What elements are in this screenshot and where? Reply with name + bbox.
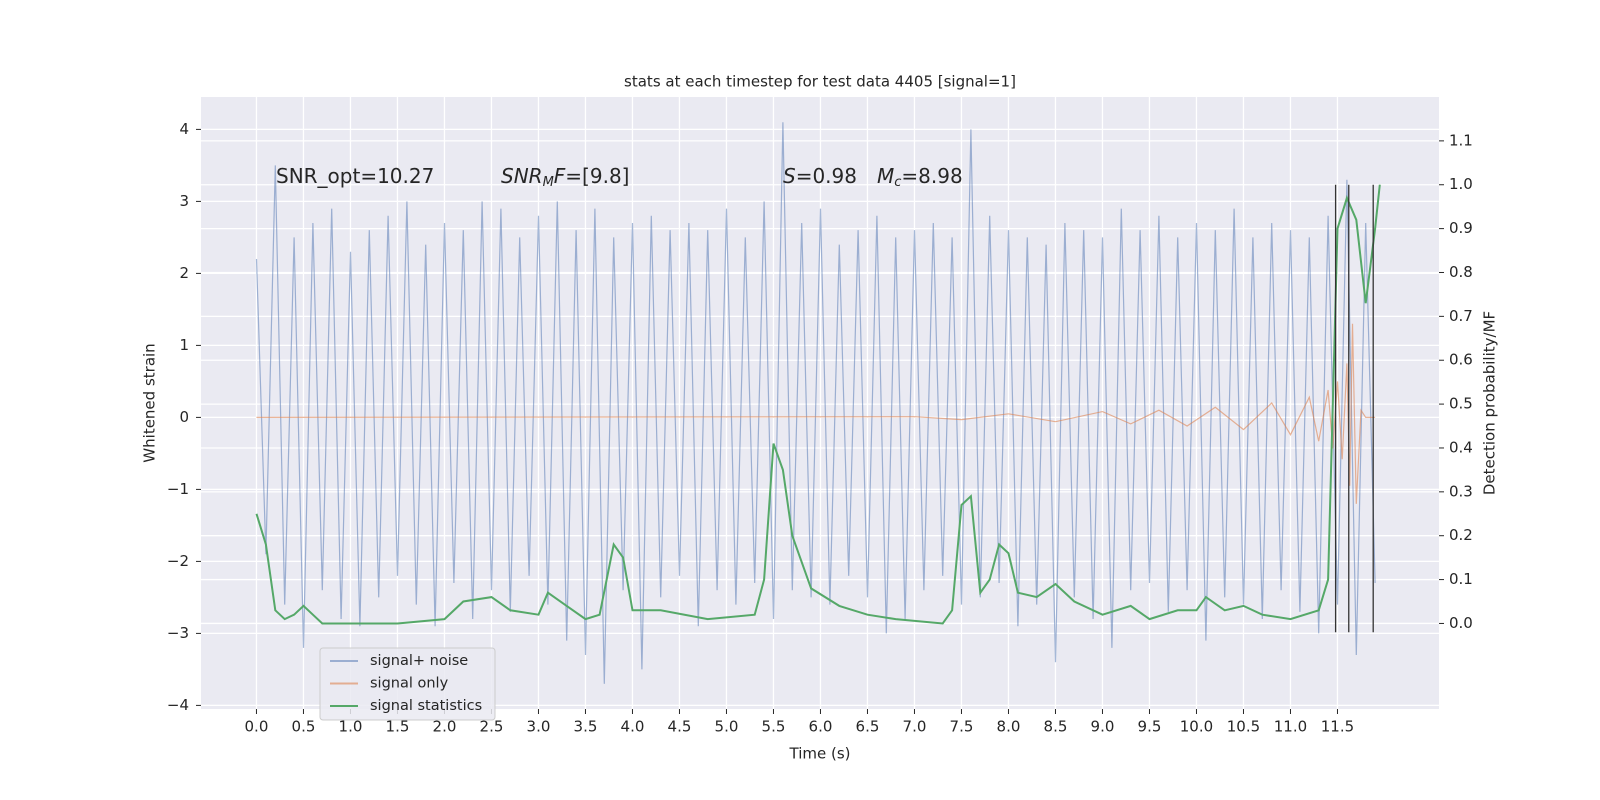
annotation-part: c — [894, 175, 901, 190]
series-line — [255, 122, 1376, 684]
annotation-part: M — [877, 164, 894, 188]
y2-tick-label: 0.6 — [1449, 351, 1473, 369]
x-tick-label: 1.5 — [386, 718, 410, 736]
legend-label: signal only — [370, 676, 449, 692]
x-tick-label: 7.0 — [903, 718, 927, 736]
legend-box — [319, 647, 496, 721]
y-tick-label: −3 — [167, 624, 189, 642]
y2-tick-label: 0.2 — [1449, 526, 1473, 544]
y-tick-label: 3 — [179, 192, 189, 210]
x-tick-label: 6.5 — [856, 718, 880, 736]
x-tick-label: 6.0 — [809, 718, 833, 736]
series-line — [255, 184, 1381, 625]
annotation-part: =[9.8] — [565, 164, 629, 188]
x-tick-label: 11.5 — [1321, 718, 1354, 736]
annotation-part: SNR_opt=10.27 — [276, 164, 434, 188]
y2-tick-label: 1.0 — [1449, 175, 1473, 193]
x-tick-label: 11.0 — [1274, 718, 1307, 736]
y-tick-label: 2 — [179, 264, 189, 282]
y2-tick-label: 1.1 — [1449, 131, 1473, 149]
x-tick-label: 10.0 — [1180, 718, 1213, 736]
annotation-part: =0.98 — [796, 164, 857, 188]
annotation-part: S — [783, 164, 796, 188]
y2-tick-label: 0.3 — [1449, 482, 1473, 500]
y-tick-label: −1 — [167, 480, 189, 498]
annotation: SNRMF=[9.8] — [501, 164, 629, 190]
y2-tick-label: 0.4 — [1449, 438, 1473, 456]
y2-tick-label: 0.0 — [1449, 614, 1473, 632]
x-tick-label: 3.0 — [527, 718, 551, 736]
annotation: S=0.98 — [783, 164, 857, 188]
legend-label: signal statistics — [370, 698, 482, 714]
x-tick-label: 8.0 — [997, 718, 1021, 736]
annotation-part: F — [554, 164, 566, 188]
series-line — [256, 323, 1376, 504]
x-tick-label: 0.0 — [245, 718, 269, 736]
x-tick-label: 0.5 — [292, 718, 316, 736]
x-tick-label: 2.0 — [433, 718, 457, 736]
annotation: SNR_opt=10.27 — [276, 164, 434, 188]
x-tick-label: 4.5 — [668, 718, 692, 736]
annotation: Mc=8.98 — [877, 164, 963, 190]
y2-tick-label: 0.9 — [1449, 219, 1473, 237]
y-axis-label: Whitened strain — [141, 343, 159, 462]
annotation-part: =8.98 — [901, 164, 962, 188]
legend-label: signal+ noise — [370, 653, 468, 669]
y2-tick-label: 0.7 — [1449, 307, 1473, 325]
y-tick-label: 0 — [179, 408, 189, 426]
chart-title: stats at each timestep for test data 440… — [624, 73, 1016, 91]
x-tick-label: 5.0 — [715, 718, 739, 736]
y2-tick-label: 0.5 — [1449, 395, 1473, 413]
x-tick-label: 1.0 — [339, 718, 363, 736]
y-tick-label: −4 — [167, 696, 189, 714]
x-tick-label: 10.5 — [1227, 718, 1260, 736]
annotation-part: SNR — [501, 164, 543, 188]
x-tick-label: 4.0 — [621, 718, 645, 736]
y-tick-label: 1 — [179, 336, 189, 354]
y2-tick-label: 0.8 — [1449, 263, 1473, 281]
x-tick-label: 5.5 — [762, 718, 786, 736]
x-tick-label: 9.0 — [1091, 718, 1115, 736]
x-tick-label: 2.5 — [480, 718, 504, 736]
x-tick-label: 8.5 — [1044, 718, 1068, 736]
y2-axis-label: Detection probability/MF — [1481, 311, 1499, 495]
x-tick-label: 7.5 — [950, 718, 974, 736]
y2-tick-label: 0.1 — [1449, 570, 1473, 588]
x-tick-label: 3.5 — [574, 718, 598, 736]
y-tick-label: 4 — [179, 120, 189, 138]
annotation-part: M — [543, 175, 554, 190]
x-tick-label: 9.5 — [1138, 718, 1162, 736]
y-tick-label: −2 — [167, 552, 189, 570]
x-axis-label: Time (s) — [789, 745, 851, 763]
